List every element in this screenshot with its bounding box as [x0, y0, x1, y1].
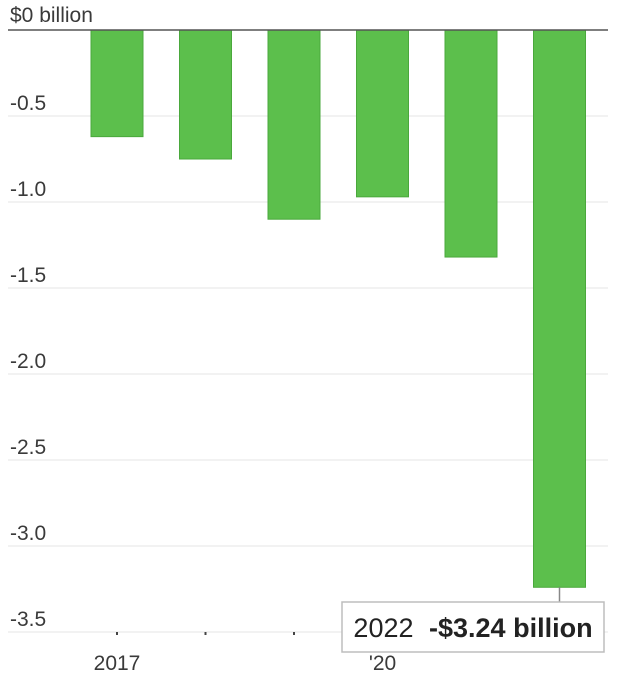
bar-2019	[267, 29, 321, 220]
bar-2018	[179, 29, 232, 160]
callout-year: 2022	[353, 613, 413, 643]
y-tick-label: -0.5	[10, 92, 46, 115]
y-tick-label: -1.5	[10, 264, 46, 287]
y-axis-tick-labels: $0 billion -0.5 -1.0 -1.5 -2.0 -2.5 -3.0 -3.5	[10, 4, 93, 631]
y-tick-label: -2.0	[10, 350, 46, 373]
bar-2021	[444, 29, 498, 258]
callout-value: -$3.24 billion	[429, 613, 593, 643]
y-tick-label: $0 billion	[10, 4, 93, 27]
bar-2017	[90, 29, 144, 138]
bar-2022	[533, 29, 586, 588]
y-tick-label: -1.0	[10, 178, 46, 201]
grid-lines	[8, 115, 608, 633]
callout-text: 2022 -$3.24 billion	[353, 613, 592, 643]
y-tick-label: -3.5	[10, 608, 46, 631]
x-tick-label: 2017	[94, 652, 141, 675]
annotation-callout: 2022 -$3.24 billion	[341, 587, 605, 653]
y-tick-label: -2.5	[10, 436, 46, 459]
bars	[90, 29, 586, 588]
bar-2020	[356, 29, 409, 198]
x-tick-label: '20	[369, 652, 396, 675]
callout-box	[341, 601, 605, 653]
y-tick-label: -3.0	[10, 522, 46, 545]
